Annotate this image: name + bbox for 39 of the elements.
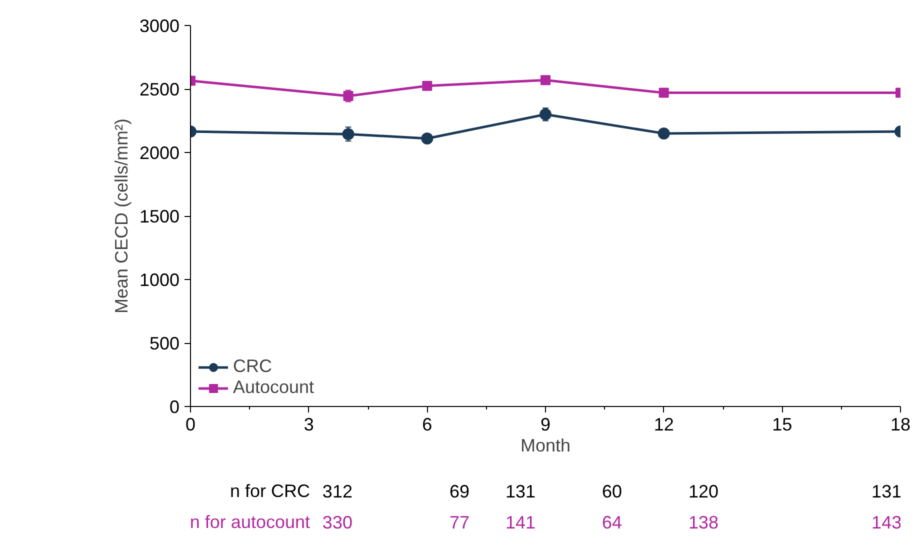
y-tick-label: 2500 bbox=[139, 80, 180, 100]
x-tick-label: 12 bbox=[654, 414, 674, 434]
legend-label: Autocount bbox=[233, 377, 314, 398]
point bbox=[422, 80, 432, 91]
y-tick-label: 1000 bbox=[139, 270, 180, 290]
legend-label: CRC bbox=[233, 356, 272, 377]
y-tick-label: 3000 bbox=[139, 16, 180, 36]
y-tick-label: 500 bbox=[149, 334, 180, 354]
x-tick-label: 18 bbox=[890, 414, 911, 434]
text: 143 bbox=[872, 512, 902, 532]
point bbox=[658, 88, 669, 98]
text: n for CRC bbox=[230, 481, 310, 502]
y-tick-label: 1500 bbox=[139, 206, 180, 226]
x-tick-label: 9 bbox=[540, 414, 551, 434]
point bbox=[658, 127, 670, 140]
text: 312 bbox=[322, 482, 352, 502]
text: 77 bbox=[449, 512, 470, 532]
y-tick-label: 0 bbox=[169, 397, 180, 417]
point bbox=[540, 108, 552, 120]
x-tick-label: 15 bbox=[772, 414, 792, 434]
y-tick-label: 2000 bbox=[139, 143, 180, 163]
text: 69 bbox=[449, 482, 470, 502]
point bbox=[342, 128, 354, 140]
text: 330 bbox=[322, 512, 352, 532]
x-axis-title: Month bbox=[520, 436, 571, 456]
y-axis-title: Mean CECD (cells/mm²) bbox=[111, 118, 132, 314]
text: 131 bbox=[505, 482, 536, 502]
point bbox=[540, 75, 550, 86]
point bbox=[421, 132, 434, 145]
text: 64 bbox=[602, 512, 622, 532]
text: 141 bbox=[505, 512, 536, 532]
text: 60 bbox=[602, 482, 622, 502]
text: n for autocount bbox=[190, 512, 310, 532]
x-tick-label: 3 bbox=[304, 414, 314, 434]
text: 138 bbox=[688, 512, 719, 532]
x-tick-label: 0 bbox=[185, 414, 196, 434]
text: 131 bbox=[872, 482, 902, 502]
text: 120 bbox=[688, 482, 719, 502]
x-tick-label: 6 bbox=[422, 414, 432, 434]
